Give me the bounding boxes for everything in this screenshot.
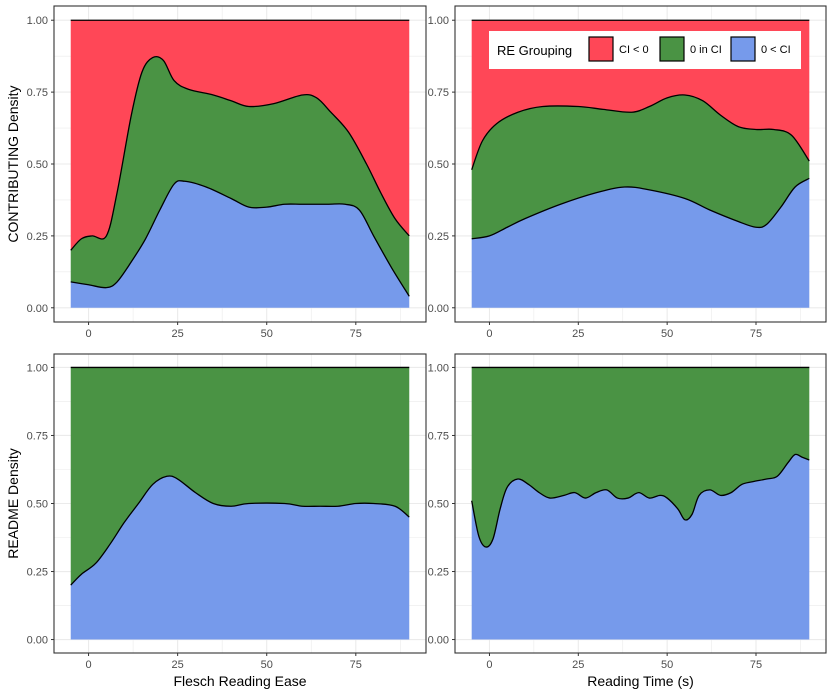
- y-axis-title-readme: README Density: [5, 448, 21, 558]
- legend-label-pos: 0 < CI: [761, 44, 791, 56]
- x-tick-label: 50: [261, 328, 273, 340]
- x-tick-label: 50: [261, 659, 273, 671]
- y-tick-label: 0.50: [428, 159, 449, 171]
- x-tick-label: 0: [85, 659, 91, 671]
- x-tick-label: 75: [750, 328, 762, 340]
- y-tick-label: 0.50: [428, 499, 449, 511]
- x-tick-label: 0: [486, 328, 492, 340]
- y-tick-label: 0.25: [27, 231, 48, 243]
- x-tick-label: 75: [350, 328, 362, 340]
- x-tick-label: 25: [172, 659, 184, 671]
- y-tick-label: 0.25: [27, 567, 48, 579]
- x-tick-label: 25: [572, 328, 584, 340]
- y-tick-label: 0.00: [27, 635, 48, 647]
- y-tick-label: 0.75: [27, 430, 48, 442]
- y-tick-label: 0.75: [428, 87, 449, 99]
- x-axis-title-reading-time: Reading Time (s): [587, 673, 694, 689]
- y-tick-label: 0.75: [428, 430, 449, 442]
- x-tick-label: 0: [486, 659, 492, 671]
- x-tick-label: 75: [350, 659, 362, 671]
- y-axis-title-contributing: CONTRIBUTING Density: [5, 85, 21, 242]
- legend: RE Grouping CI < 0 0 in CI 0 < CI: [489, 31, 801, 69]
- legend-key-pos: [731, 37, 755, 61]
- y-tick-label: 0.00: [428, 303, 449, 315]
- y-tick-label: 0.75: [27, 87, 48, 99]
- legend-key-neg: [589, 37, 613, 61]
- facet-panel-1: 0.00 0.25 0.50 0.75 1.00 0 25 50 75: [27, 6, 426, 340]
- y-tick-label: 0.00: [428, 635, 449, 647]
- y-tick-label: 0.25: [428, 567, 449, 579]
- x-tick-label: 50: [661, 659, 673, 671]
- x-axis-title-flesch: Flesch Reading Ease: [173, 673, 306, 689]
- x-tick-label: 75: [750, 659, 762, 671]
- legend-title: RE Grouping: [497, 43, 572, 58]
- x-tick-label: 50: [661, 328, 673, 340]
- y-tick-label: 0.50: [27, 159, 48, 171]
- y-tick-label: 0.25: [428, 231, 449, 243]
- x-tick-label: 25: [572, 659, 584, 671]
- facet-panel-4: 0.00 0.25 0.50 0.75 1.00 0 25 50 75: [428, 354, 826, 671]
- y-tick-label: 1.00: [27, 362, 48, 374]
- x-tick-label: 0: [85, 328, 91, 340]
- legend-label-neg: CI < 0: [619, 44, 649, 56]
- legend-key-zero: [660, 37, 684, 61]
- y-tick-label: 1.00: [27, 15, 48, 27]
- legend-label-zero: 0 in CI: [690, 44, 722, 56]
- y-tick-label: 1.00: [428, 362, 449, 374]
- y-tick-label: 0.00: [27, 303, 48, 315]
- facet-panel-3: 0.00 0.25 0.50 0.75 1.00 0 25 50 75: [27, 354, 426, 671]
- x-tick-label: 25: [172, 328, 184, 340]
- y-tick-label: 1.00: [428, 15, 449, 27]
- y-tick-label: 0.50: [27, 499, 48, 511]
